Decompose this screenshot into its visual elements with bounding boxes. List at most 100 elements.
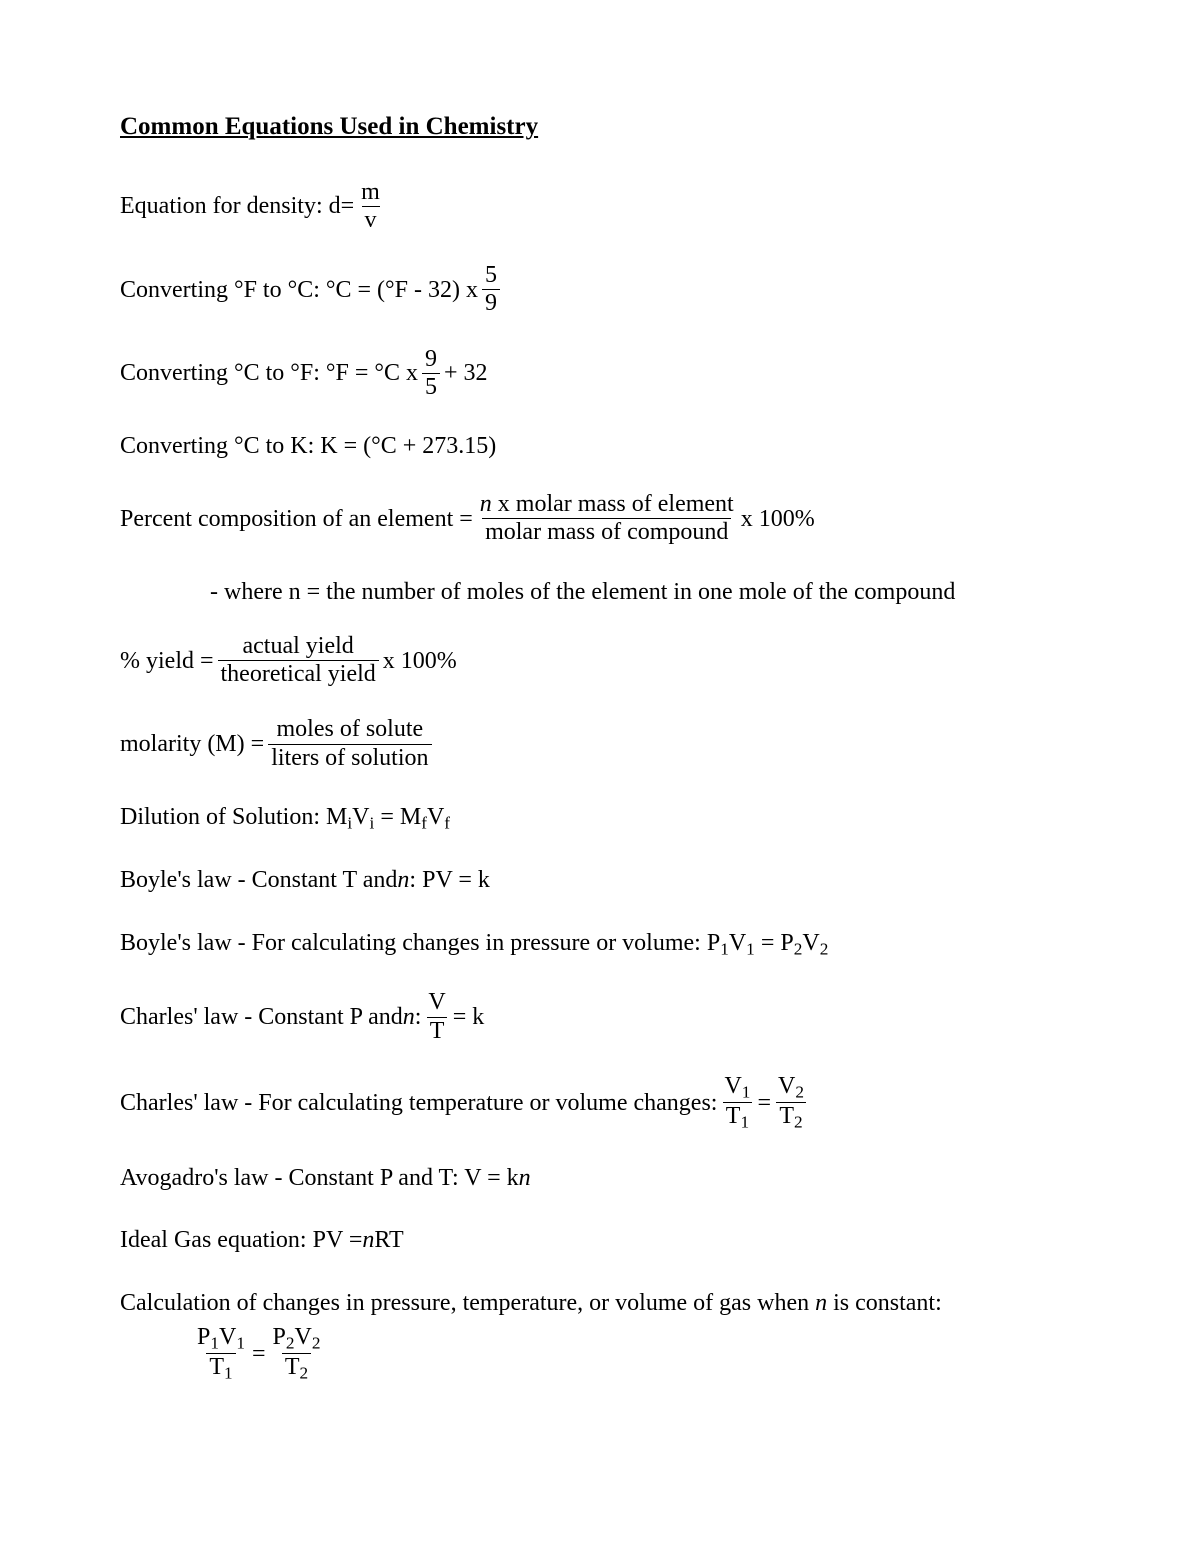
num-v: V (219, 1324, 236, 1350)
eq-dilution: Dilution of Solution: MiVi = MfVf (120, 801, 1080, 835)
denominator: T (427, 1017, 448, 1044)
denominator: T1 (723, 1102, 752, 1131)
denominator: 5 (422, 373, 440, 400)
subscript: 2 (286, 1333, 295, 1352)
subscript: 1 (224, 1364, 233, 1383)
fraction: moles of solute liters of solution (268, 717, 431, 770)
eq-tail: is constant: (827, 1290, 942, 1316)
fraction: V2 T2 (775, 1074, 807, 1132)
eq-tail: = k (453, 1001, 485, 1033)
eq-f-to-c: Converting °F to °C: °C = (°F - 32) x 5 … (120, 263, 1080, 316)
italic-n: n (397, 864, 409, 896)
subscript: 2 (312, 1333, 321, 1352)
eq-label: Converting °C to K: K = (°C + 273.15) (120, 430, 496, 462)
italic-n: n (519, 1162, 531, 1194)
numerator: V (425, 990, 448, 1016)
subscript: 2 (820, 939, 829, 958)
numerator: actual yield (240, 634, 357, 660)
denominator: v (362, 206, 380, 233)
eq-molarity: molarity (M) = moles of solute liters of… (120, 717, 1080, 770)
den-t: T (285, 1354, 300, 1380)
fraction: P2V2 T2 (270, 1325, 324, 1383)
eq-label: Ideal Gas equation: PV = (120, 1224, 362, 1256)
eq-c-to-f: Converting °C to °F: °F = °C x 9 5 + 32 (120, 347, 1080, 400)
denominator: 9 (482, 289, 500, 316)
percent-composition-note: - where n = the number of moles of the e… (120, 576, 1080, 608)
denominator: molar mass of compound (482, 518, 731, 545)
numerator: m (358, 180, 383, 206)
eq-label: Percent composition of an element = (120, 503, 473, 535)
numerator-text: x molar mass of element (492, 491, 734, 517)
subscript: 1 (236, 1333, 245, 1352)
subscript: 1 (746, 939, 755, 958)
document-page: Common Equations Used in Chemistry Equat… (0, 0, 1200, 1553)
subscript: 1 (740, 1113, 749, 1132)
den-var: T (726, 1103, 741, 1129)
numerator: P1V1 (194, 1325, 248, 1353)
numerator: 5 (482, 263, 500, 289)
num-p: P (197, 1324, 210, 1350)
fraction: 9 5 (422, 347, 440, 400)
page-title: Common Equations Used in Chemistry (120, 110, 1080, 144)
eq-label: Boyle's law - Constant T and (120, 864, 397, 896)
eq-label: Converting °F to °C: °C = (°F - 32) x (120, 274, 478, 306)
numerator: n x molar mass of element (477, 492, 737, 518)
eq-yield: % yield = actual yield theoretical yield… (120, 634, 1080, 687)
italic-n: n (480, 491, 492, 517)
denominator: theoretical yield (218, 660, 379, 687)
eq-label: % yield = (120, 645, 214, 677)
eq-text: V (352, 804, 369, 830)
italic-n: n (403, 1001, 415, 1033)
subscript: 1 (742, 1082, 751, 1101)
fraction: 5 9 (482, 263, 500, 316)
eq-label: Calculation of changes in pressure, temp… (120, 1290, 815, 1316)
eq-tail: : PV = k (409, 864, 489, 896)
eq-boyle-constant: Boyle's law - Constant T and n: PV = k (120, 864, 1080, 896)
fraction: actual yield theoretical yield (218, 634, 379, 687)
fraction: n x molar mass of element molar mass of … (477, 492, 737, 545)
fraction: V1 T1 (721, 1074, 753, 1132)
eq-text: = P (755, 930, 794, 956)
eq-tail: x 100% (741, 503, 815, 535)
denominator: liters of solution (268, 744, 431, 771)
eq-label: molarity (M) = (120, 728, 264, 760)
eq-tail: x 100% (383, 645, 457, 677)
numerator: P2V2 (270, 1325, 324, 1353)
eq-equals: = (252, 1338, 266, 1370)
eq-charles-changes: Charles' law - For calculating temperatu… (120, 1074, 1080, 1132)
subscript: 1 (720, 939, 729, 958)
numerator: V1 (721, 1074, 753, 1102)
num-v: V (295, 1324, 312, 1350)
eq-text: V (427, 804, 444, 830)
eq-combined-gas-label: Calculation of changes in pressure, temp… (120, 1287, 1080, 1319)
italic-n: n (362, 1224, 374, 1256)
note-text: - where n = the number of moles of the e… (210, 579, 955, 605)
eq-label: Avogadro's law - Constant P and T: V = k (120, 1162, 519, 1194)
eq-text: V (802, 930, 819, 956)
eq-charles-constant: Charles' law - Constant P and n: V T = k (120, 990, 1080, 1043)
eq-label: Charles' law - Constant P and (120, 1001, 403, 1033)
eq-text: V (729, 930, 746, 956)
denominator: T2 (776, 1102, 805, 1131)
eq-combined-gas-formula: P1V1 T1 = P2V2 T2 (190, 1325, 1080, 1383)
numerator: V2 (775, 1074, 807, 1102)
subscript: 2 (795, 1082, 804, 1101)
fraction: P1V1 T1 (194, 1325, 248, 1383)
subscript: 2 (300, 1364, 309, 1383)
fraction: m v (358, 180, 383, 233)
den-t: T (209, 1354, 224, 1380)
numerator: moles of solute (274, 717, 427, 743)
num-var: V (724, 1073, 741, 1099)
eq-ideal-gas: Ideal Gas equation: PV = nRT (120, 1224, 1080, 1256)
eq-tail: RT (374, 1224, 403, 1256)
eq-percent-composition: Percent composition of an element = n x … (120, 492, 1080, 545)
eq-text: = M (374, 804, 421, 830)
eq-c-to-k: Converting °C to K: K = (°C + 273.15) (120, 430, 1080, 462)
eq-text: : (415, 1001, 422, 1033)
num-p: P (273, 1324, 286, 1350)
italic-n: n (815, 1290, 827, 1316)
num-var: V (778, 1073, 795, 1099)
denominator: T2 (282, 1353, 311, 1382)
eq-label: Charles' law - For calculating temperatu… (120, 1087, 717, 1119)
subscript: f (444, 813, 450, 832)
